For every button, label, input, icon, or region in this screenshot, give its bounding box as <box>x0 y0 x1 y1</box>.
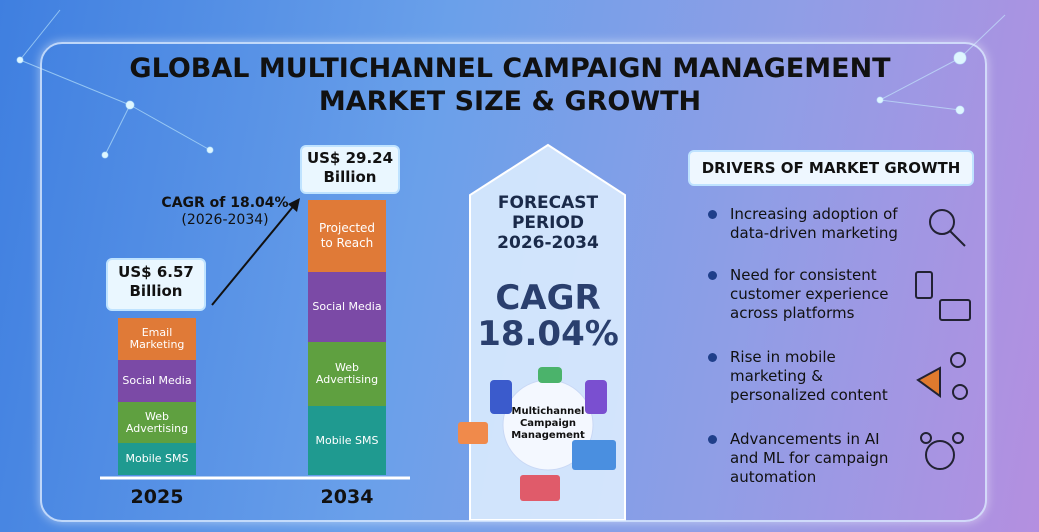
bullet <box>708 435 717 444</box>
segment: Projected to Reach <box>308 200 386 272</box>
bullet <box>708 271 717 280</box>
title: GLOBAL MULTICHANNEL CAMPAIGN MANAGEMENT <box>129 53 891 84</box>
forecast-line: 2026-2034 <box>497 233 599 253</box>
segment: Social Media <box>118 360 196 402</box>
segment: Web Advertising <box>308 342 386 406</box>
segment: Email Marketing <box>118 318 196 360</box>
driver-item: Advancements in AI and ML for campaign a… <box>730 430 889 486</box>
cagr-note: CAGR of 18.04% (2026-2034) <box>150 195 300 229</box>
segment: Social Media <box>308 272 386 342</box>
year-label: 2034 <box>320 486 374 508</box>
driver-item: Rise in mobile marketing & personalized … <box>730 348 888 404</box>
driver-item: Increasing adoption of data-driven marke… <box>730 205 898 242</box>
bullet <box>708 210 717 219</box>
cagr-line: CAGR <box>495 278 601 318</box>
segment: Mobile SMS <box>118 443 196 475</box>
cagr-note-label: CAGR of 18.04% <box>161 195 289 211</box>
hub-icons <box>458 367 616 501</box>
segment: Mobile SMS <box>308 406 386 475</box>
forecast-title: FORECAST PERIOD 2026-2034 <box>470 193 626 253</box>
frame <box>40 42 987 522</box>
value-label: US$ 6.57 <box>118 263 194 281</box>
drivers-title: DRIVERS OF MARKET GROWTH <box>688 150 974 186</box>
year-label: 2025 <box>130 486 184 508</box>
stacked-bar: Email Marketing Social Media Web Adverti… <box>118 318 196 475</box>
forecast-line: FORECAST <box>497 193 599 213</box>
forecast-cagr: CAGR 18.04% <box>470 280 626 352</box>
driver-icons <box>915 209 971 470</box>
value-label: US$ 29.24 <box>306 149 394 167</box>
hub-label: Multichannel Campaign Management <box>511 406 585 441</box>
growth-arrow <box>211 202 297 306</box>
stacked-bar: Projected to Reach Social Media Web Adve… <box>308 200 386 475</box>
value-box: US$ 29.24 Billion <box>300 145 400 194</box>
value-unit: Billion <box>129 282 183 300</box>
cagr-line: 18.04% <box>477 314 619 354</box>
value-unit: Billion <box>323 168 377 186</box>
forecast-line: PERIOD <box>511 213 585 233</box>
driver-item: Need for consistent customer experience … <box>730 266 889 322</box>
value-box: US$ 6.57 Billion <box>106 258 206 311</box>
title: MARKET SIZE & GROWTH <box>318 86 702 117</box>
bullet <box>708 353 717 362</box>
segment: Web Advertising <box>118 402 196 443</box>
cagr-note-period: (2026-2034) <box>181 212 269 228</box>
